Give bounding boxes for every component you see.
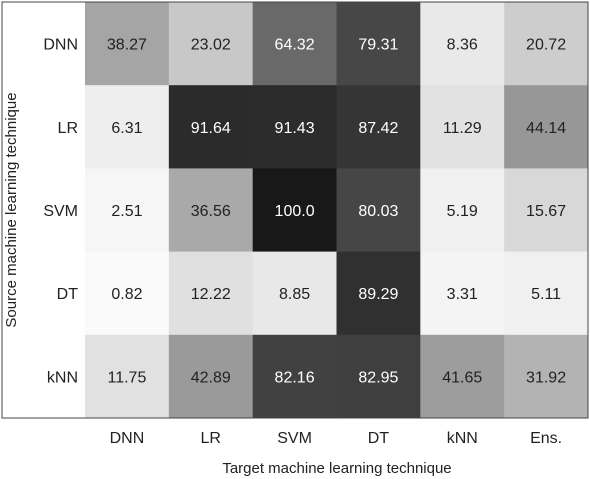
cell-value-label: 100.0: [275, 203, 315, 220]
y-tick-label: DNN: [43, 37, 78, 54]
heatmap-cells: 38.27 23.02 64.32 79.31 8.36 20.72 6.31 91.64 91…: [85, 2, 589, 419]
heatmap-cell: [168, 168, 254, 253]
cell-value-label: 36.56: [191, 203, 231, 220]
cell-value-label: 87.42: [358, 120, 398, 137]
y-axis-label: Source machine learning technique: [3, 92, 20, 327]
heatmap-cell: [504, 2, 589, 86]
cell-value-label: 20.72: [526, 37, 566, 54]
cell-value-label: 80.03: [358, 203, 398, 220]
plot-frame: [1, 1, 589, 419]
heatmap-cell: [504, 168, 589, 253]
cell-value-label: 3.31: [447, 286, 478, 303]
cell-value-label: 91.64: [191, 120, 231, 137]
y-tick-labels: DNN LR SVM DT kNN: [43, 37, 78, 387]
heatmap-cell: [336, 334, 421, 419]
heatmap-cell: [336, 85, 421, 169]
x-axis-label: Target machine learning technique: [222, 460, 451, 477]
heatmap-cell: [420, 2, 505, 86]
heatmap-cell: [252, 2, 337, 86]
heatmap-cell: [504, 334, 589, 419]
heatmap-cell: [336, 168, 421, 253]
cell-value-label: 23.02: [191, 37, 231, 54]
cell-value-label: 91.43: [275, 120, 315, 137]
heatmap-cell: [504, 85, 589, 169]
heatmap-cell: [85, 85, 170, 169]
cell-value-label: 31.92: [526, 369, 566, 386]
cell-value-label: 15.67: [526, 203, 566, 220]
cell-value-label: 6.31: [111, 120, 142, 137]
heatmap-cell: [504, 251, 589, 336]
y-tick-label: DT: [57, 286, 79, 303]
heatmap-cell: [168, 85, 254, 169]
cell-value-label: 5.19: [447, 203, 478, 220]
heatmap-cell: [336, 251, 421, 336]
cell-value-label: 44.14: [526, 120, 566, 137]
y-tick-label: LR: [58, 120, 78, 137]
heatmap-cell: [85, 251, 170, 336]
cell-value-label: 41.65: [442, 369, 482, 386]
heatmap-cell: [85, 334, 170, 419]
heatmap-cell: [168, 2, 254, 86]
cell-value-label: 8.85: [279, 286, 310, 303]
cell-value-label: 2.51: [111, 203, 142, 220]
cell-value-label: 12.22: [191, 286, 231, 303]
heatmap-cell: [252, 251, 337, 336]
x-tick-label: DT: [368, 430, 390, 447]
heatmap-cell: [168, 334, 254, 419]
heatmap-cell: [336, 2, 421, 86]
heatmap-cell: [85, 2, 170, 86]
heatmap-cell: [420, 85, 505, 169]
cell-value-label: 89.29: [358, 286, 398, 303]
heatmap-cell: [420, 168, 505, 253]
x-tick-labels: DNN LR SVM DT kNN Ens.: [110, 430, 563, 447]
y-tick-label: kNN: [47, 369, 78, 386]
cell-value-label: 11.29: [443, 120, 482, 137]
cell-value-label: 42.89: [191, 369, 231, 386]
x-tick-label: DNN: [110, 430, 145, 447]
cell-value-label: 5.11: [531, 286, 561, 303]
heatmap-cell: [252, 85, 337, 169]
cell-value-label: 0.82: [111, 286, 142, 303]
cell-value-label: 82.95: [358, 369, 398, 386]
cell-value-label: 82.16: [275, 369, 315, 386]
x-tick-label: SVM: [277, 430, 312, 447]
cell-value-label: 64.32: [275, 37, 315, 54]
heatmap-cell: [252, 168, 337, 253]
x-tick-label: kNN: [447, 430, 478, 447]
x-tick-label: LR: [201, 430, 221, 447]
cell-value-label: 79.31: [358, 37, 398, 54]
y-tick-label: SVM: [43, 203, 78, 220]
heatmap-cell: [85, 168, 170, 253]
heatmap-cell: [420, 334, 505, 419]
cell-value-label: 8.36: [447, 37, 478, 54]
heatmap-cell: [420, 251, 505, 336]
cell-value-label: 38.27: [107, 37, 147, 54]
heatmap-cell: [252, 334, 337, 419]
x-tick-label: Ens.: [530, 430, 562, 447]
cell-value-label: 11.75: [107, 369, 146, 386]
heatmap-cell: [168, 251, 254, 336]
